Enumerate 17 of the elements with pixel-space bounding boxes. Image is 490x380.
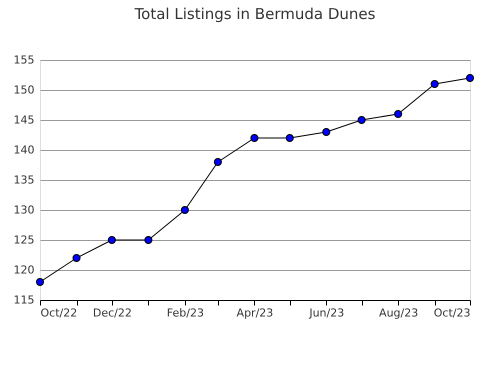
x-tick-label: Oct/22 bbox=[40, 306, 78, 320]
y-tick-label: 155 bbox=[14, 54, 34, 66]
y-tick-label: 145 bbox=[14, 114, 34, 126]
y-tick-label: 140 bbox=[14, 144, 34, 156]
y-tick-label: 130 bbox=[14, 204, 34, 216]
x-tick-label: Feb/23 bbox=[166, 306, 204, 320]
x-tick-label: Oct/23 bbox=[434, 306, 470, 320]
y-tick-label: 150 bbox=[14, 84, 34, 96]
x-tick-label: Apr/23 bbox=[236, 306, 274, 320]
x-tick-label: Jun/23 bbox=[308, 306, 344, 320]
y-tick-label: 125 bbox=[14, 234, 34, 246]
y-tick-label: 135 bbox=[14, 174, 34, 186]
y-tick-label: 115 bbox=[14, 294, 34, 306]
x-tick-label: Dec/22 bbox=[92, 306, 132, 320]
y-tick-label: 120 bbox=[14, 264, 34, 276]
chart-title: Total Listings in Bermuda Dunes bbox=[134, 5, 376, 23]
x-tick-label: Aug/23 bbox=[379, 306, 418, 320]
